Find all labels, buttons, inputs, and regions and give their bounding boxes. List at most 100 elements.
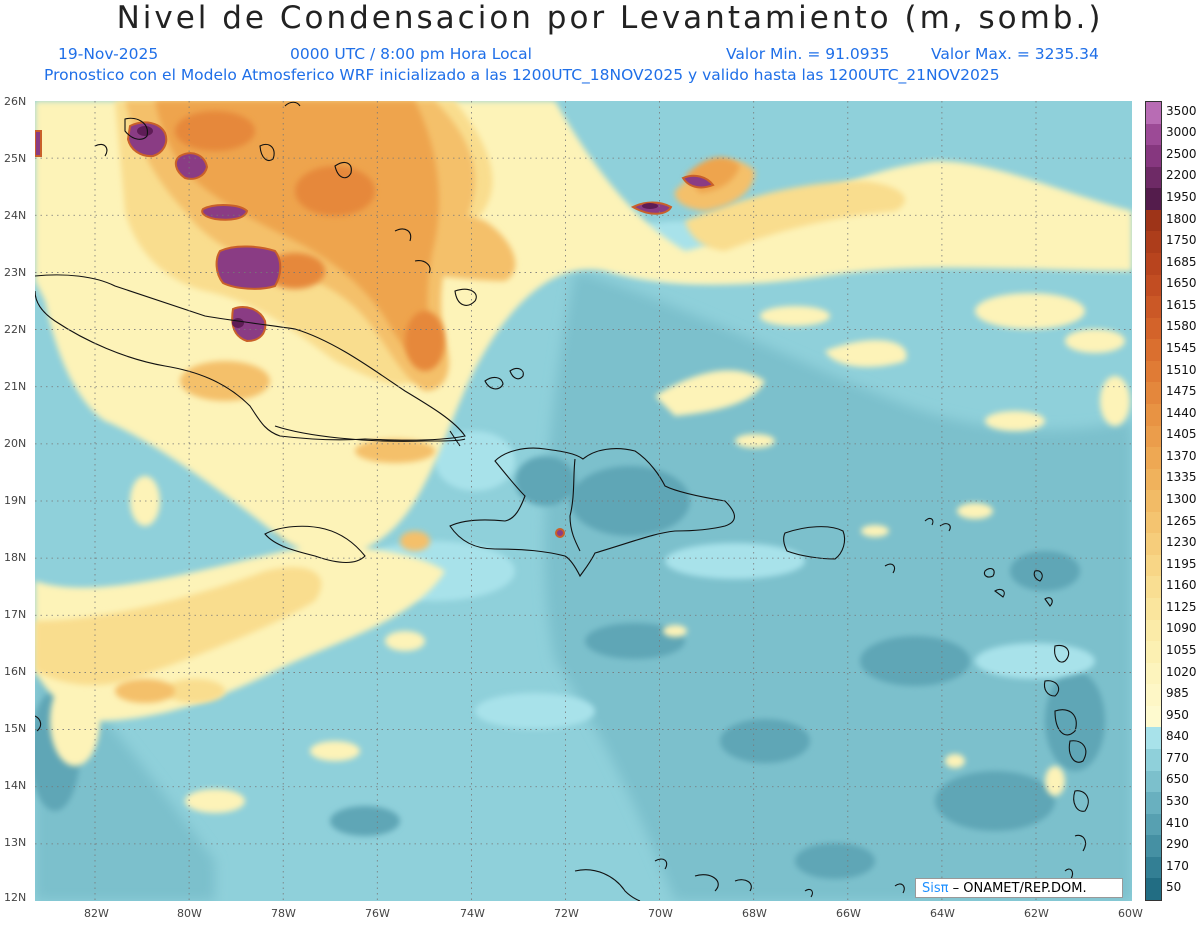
color-scale-label: 3500 bbox=[1166, 103, 1197, 118]
color-scale-swatch bbox=[1146, 231, 1161, 254]
color-scale-label: 1335 bbox=[1166, 470, 1197, 485]
lat-label: 25N bbox=[4, 152, 27, 165]
color-scale-label: 1265 bbox=[1166, 513, 1197, 528]
lon-label: 68W bbox=[742, 907, 767, 920]
color-scale-label: 1650 bbox=[1166, 276, 1197, 291]
color-scale-swatch bbox=[1146, 339, 1161, 362]
color-scale-swatch bbox=[1146, 856, 1161, 879]
color-scale-swatch bbox=[1146, 749, 1161, 772]
lat-label: 19N bbox=[4, 494, 27, 507]
lat-label: 18N bbox=[4, 551, 27, 564]
lon-label: 74W bbox=[460, 907, 485, 920]
color-scale-swatch bbox=[1146, 102, 1161, 125]
lat-label: 16N bbox=[4, 665, 27, 678]
color-scale-swatch bbox=[1146, 684, 1161, 707]
color-scale-swatch bbox=[1146, 619, 1161, 642]
color-scale-swatch bbox=[1146, 188, 1161, 211]
color-scale-swatch bbox=[1146, 727, 1161, 750]
color-scale-swatch bbox=[1146, 554, 1161, 577]
lat-label: 21N bbox=[4, 380, 27, 393]
color-scale-label: 2200 bbox=[1166, 168, 1197, 183]
lon-label: 60W bbox=[1118, 907, 1143, 920]
lcl-field-map bbox=[35, 101, 1132, 901]
color-scale-label: 3000 bbox=[1166, 125, 1197, 140]
color-scale-label: 290 bbox=[1166, 837, 1189, 852]
lon-label: 82W bbox=[84, 907, 109, 920]
max-lcl-cells bbox=[137, 126, 658, 328]
color-scale-label: 1160 bbox=[1166, 578, 1197, 593]
lon-label: 72W bbox=[554, 907, 579, 920]
lon-label: 78W bbox=[271, 907, 296, 920]
lat-label: 14N bbox=[4, 779, 27, 792]
color-scale-label: 1580 bbox=[1166, 319, 1197, 334]
color-scale-label: 1545 bbox=[1166, 341, 1197, 356]
color-scale-swatch bbox=[1146, 813, 1161, 836]
color-scale-label: 1510 bbox=[1166, 362, 1197, 377]
coastlines bbox=[35, 101, 1089, 901]
color-scale-label: 770 bbox=[1166, 750, 1189, 765]
color-scale-swatch bbox=[1146, 511, 1161, 534]
color-scale-label: 2500 bbox=[1166, 146, 1197, 161]
lat-label: 13N bbox=[4, 836, 27, 849]
color-scale-label: 1230 bbox=[1166, 535, 1197, 550]
color-scale-swatch bbox=[1146, 662, 1161, 685]
color-scale-label: 410 bbox=[1166, 815, 1189, 830]
lon-label: 80W bbox=[177, 907, 202, 920]
color-scale-swatch bbox=[1146, 468, 1161, 491]
color-scale-label: 1950 bbox=[1166, 190, 1197, 205]
color-scale-swatch bbox=[1146, 447, 1161, 470]
color-scale-swatch bbox=[1146, 166, 1161, 189]
color-scale-bar bbox=[1145, 101, 1162, 901]
color-scale-label: 1195 bbox=[1166, 556, 1197, 571]
color-scale-swatch bbox=[1146, 533, 1161, 556]
lat-label: 17N bbox=[4, 608, 27, 621]
lat-label: 23N bbox=[4, 266, 27, 279]
lon-label: 64W bbox=[930, 907, 955, 920]
color-scale-swatch bbox=[1146, 425, 1161, 448]
color-scale-swatch bbox=[1146, 123, 1161, 146]
color-scale-label: 1685 bbox=[1166, 254, 1197, 269]
sispi-logo: Sisπ bbox=[922, 881, 949, 896]
color-scale-label: 1800 bbox=[1166, 211, 1197, 226]
color-scale-swatch bbox=[1146, 490, 1161, 513]
color-scale-label: 1440 bbox=[1166, 405, 1197, 420]
map-title: Nivel de Condensacion por Levantamiento … bbox=[116, 0, 1104, 36]
lon-label: 62W bbox=[1024, 907, 1049, 920]
color-scale-swatch bbox=[1146, 792, 1161, 815]
color-scale-label: 170 bbox=[1166, 858, 1189, 873]
credit-box: Sisπ – ONAMET/REP.DOM. bbox=[915, 878, 1123, 898]
color-scale-swatch bbox=[1146, 403, 1161, 426]
lon-label: 70W bbox=[648, 907, 673, 920]
color-scale-label: 1090 bbox=[1166, 621, 1197, 636]
lat-label: 12N bbox=[4, 891, 27, 904]
color-scale-swatch bbox=[1146, 209, 1161, 232]
forecast-info: Pronostico con el Modelo Atmosferico WRF… bbox=[44, 66, 1000, 84]
lat-label: 15N bbox=[4, 722, 27, 735]
lat-label: 20N bbox=[4, 437, 27, 450]
color-scale-label: 985 bbox=[1166, 686, 1189, 701]
color-scale-swatch bbox=[1146, 317, 1161, 340]
color-scale-label: 840 bbox=[1166, 729, 1189, 744]
color-scale-label: 1475 bbox=[1166, 384, 1197, 399]
color-scale-label: 530 bbox=[1166, 793, 1189, 808]
map-panel bbox=[35, 101, 1132, 901]
color-scale-swatch bbox=[1146, 274, 1161, 297]
lat-label: 26N bbox=[4, 95, 27, 108]
color-scale-label: 1750 bbox=[1166, 233, 1197, 248]
color-scale-swatch bbox=[1146, 360, 1161, 383]
color-scale-label: 950 bbox=[1166, 707, 1189, 722]
color-scale-swatch bbox=[1146, 382, 1161, 405]
max-value: Valor Max. = 3235.34 bbox=[931, 45, 1099, 63]
lon-label: 76W bbox=[365, 907, 390, 920]
color-scale-swatch bbox=[1146, 705, 1161, 728]
orange3-field bbox=[175, 111, 445, 371]
min-value: Valor Min. = 91.0935 bbox=[726, 45, 890, 63]
color-scale-swatch bbox=[1146, 598, 1161, 621]
lat-lon-gridlines bbox=[35, 101, 1132, 901]
color-scale-swatch bbox=[1146, 252, 1161, 276]
credit-text: – ONAMET/REP.DOM. bbox=[952, 881, 1087, 896]
color-scale-label: 1615 bbox=[1166, 297, 1197, 312]
color-scale-label: 1020 bbox=[1166, 664, 1197, 679]
color-scale-label: 50 bbox=[1166, 880, 1182, 895]
lat-label: 24N bbox=[4, 209, 27, 222]
